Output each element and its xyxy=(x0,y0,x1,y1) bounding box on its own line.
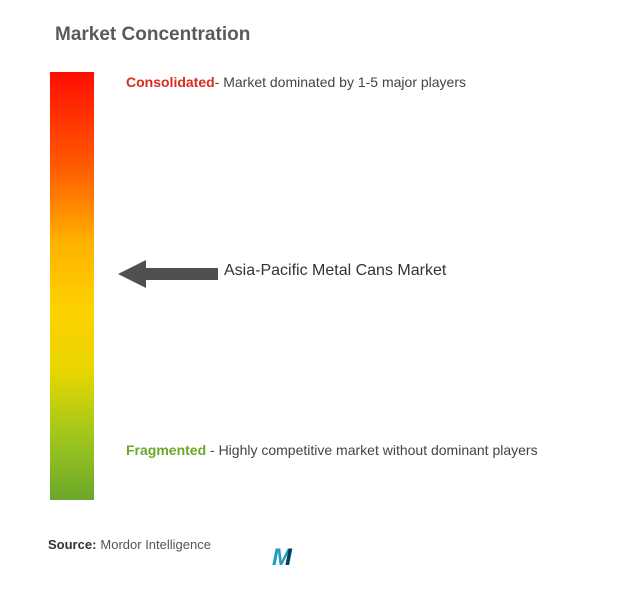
concentration-gradient-bar xyxy=(50,72,94,500)
source-value: Mordor Intelligence xyxy=(100,537,211,552)
market-name-label: Asia-Pacific Metal Cans Market xyxy=(224,262,446,280)
mordor-logo: MI xyxy=(272,544,291,572)
fragmented-desc: - Highly competitive market without domi… xyxy=(206,442,537,458)
chart-title: Market Concentration xyxy=(55,24,250,46)
label-consolidated: Consolidated- Market dominated by 1-5 ma… xyxy=(126,74,466,90)
label-fragmented: Fragmented - Highly competitive market w… xyxy=(126,440,566,461)
market-pointer-arrow xyxy=(118,260,218,288)
fragmented-tag: Fragmented xyxy=(126,442,206,458)
consolidated-desc: - Market dominated by 1-5 major players xyxy=(215,74,466,90)
consolidated-tag: Consolidated xyxy=(126,74,215,90)
source-line: Source: Mordor Intelligence xyxy=(48,537,211,552)
source-label: Source: xyxy=(48,537,96,552)
